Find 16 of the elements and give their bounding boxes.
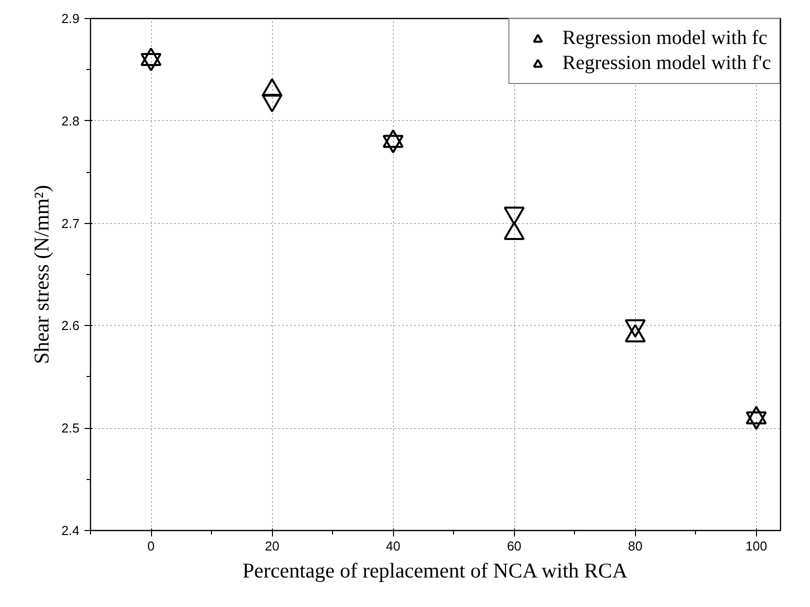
x-tick-label: 0 — [147, 538, 155, 554]
x-tick-label: 60 — [506, 538, 522, 554]
legend-label: Regression model with f'c — [562, 52, 771, 75]
x-tick-label: 80 — [628, 538, 642, 554]
legend-label: Regression model with fc — [562, 27, 768, 50]
y-tick-label: 2.6 — [61, 318, 80, 334]
x-tick-label: 20 — [264, 538, 280, 554]
y-axis-title: Shear stress (N/mm²) — [29, 185, 54, 364]
x-tick-label: 40 — [386, 538, 400, 554]
y-tick-label: 2.8 — [61, 113, 80, 128]
x-axis-title: Percentage of replacement of NCA with RCA — [242, 558, 628, 582]
x-tick-label: 100 — [745, 538, 768, 554]
y-tick-label: 2.5 — [61, 420, 80, 436]
y-tick-label: 2.9 — [61, 11, 80, 26]
y-tick-label: 2.7 — [61, 216, 80, 231]
y-tick-label: 2.4 — [61, 523, 80, 538]
